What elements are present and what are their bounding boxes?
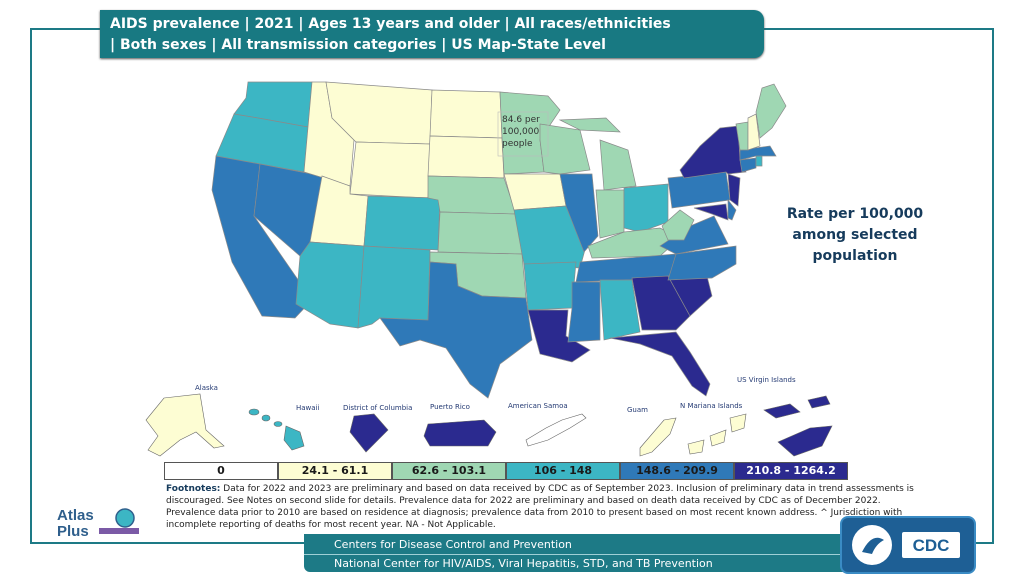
legend-bin-2: 62.6 - 103.1 <box>392 462 506 480</box>
state-wisconsin[interactable] <box>539 123 591 175</box>
svg-text:Atlas: Atlas <box>57 507 94 524</box>
state-west-virginia[interactable] <box>661 209 695 241</box>
guam-shape[interactable] <box>639 417 677 457</box>
callout-box <box>497 111 549 157</box>
title-line-2: | Both sexes | All transmission categori… <box>110 37 606 53</box>
puerto-rico-shape[interactable] <box>423 419 497 447</box>
state-south-dakota[interactable] <box>427 135 505 179</box>
footnotes-text: Data for 2022 and 2023 are preliminary a… <box>166 484 914 530</box>
state-florida[interactable] <box>609 331 711 397</box>
us-virgin-islands-shape[interactable] <box>763 395 833 457</box>
state-wyoming[interactable] <box>349 141 431 199</box>
state-new-mexico[interactable] <box>357 245 431 329</box>
footnotes: Footnotes: Data for 2022 and 2023 are pr… <box>166 483 914 531</box>
hawaii-shape[interactable] <box>248 408 305 451</box>
state-arkansas[interactable] <box>523 261 577 311</box>
n-mariana-shape[interactable] <box>687 413 747 455</box>
label-us-virgin-islands: US Virgin Islands <box>737 376 796 384</box>
footnotes-label: Footnotes: <box>166 484 221 494</box>
hhs-eagle-icon: CDC <box>852 525 960 565</box>
svg-text:CDC: CDC <box>913 536 950 555</box>
state-arizona[interactable] <box>295 241 365 329</box>
state-connecticut[interactable] <box>739 157 757 173</box>
state-kansas[interactable] <box>437 211 523 255</box>
state-ohio[interactable] <box>623 183 669 233</box>
legend-bin-5: 210.8 - 1264.2 <box>734 462 848 480</box>
label-puerto-rico: Puerto Rico <box>430 403 470 411</box>
state-michigan[interactable] <box>558 117 637 191</box>
label-n-mariana: N Mariana Islands <box>680 402 743 410</box>
state-rhode-island[interactable] <box>755 155 763 167</box>
state-illinois[interactable] <box>559 173 599 253</box>
title-line-1: AIDS prevalence | 2021 | Ages 13 years a… <box>110 16 671 32</box>
dc-shape[interactable] <box>349 413 389 453</box>
label-american-samoa: American Samoa <box>508 402 568 410</box>
state-georgia[interactable] <box>631 275 691 331</box>
atlasplus-logo[interactable]: Atlas Plus <box>55 504 145 540</box>
state-iowa[interactable] <box>503 173 567 211</box>
footer-bar: Centers for Disease Control and Preventi… <box>304 534 904 572</box>
cdc-logo[interactable]: CDC <box>840 516 976 574</box>
legend-title: Rate per 100,000 among selected populati… <box>786 206 924 264</box>
state-pennsylvania[interactable] <box>667 171 731 209</box>
legend-bin-1: 24.1 - 61.1 <box>278 462 392 480</box>
state-delaware[interactable] <box>727 199 737 221</box>
state-maryland[interactable] <box>693 203 729 221</box>
state-north-carolina[interactable] <box>667 245 737 281</box>
state-louisiana[interactable] <box>527 309 591 363</box>
state-texas[interactable] <box>379 261 533 399</box>
label-guam: Guam <box>627 406 648 414</box>
legend-bin-3: 106 - 148 <box>506 462 620 480</box>
label-dc: District of Columbia <box>343 404 413 412</box>
state-nebraska[interactable] <box>427 175 517 215</box>
label-hawaii: Hawaii <box>296 404 320 412</box>
footer-cdc-name: Centers for Disease Control and Preventi… <box>334 538 572 551</box>
legend-bin-0: 0 <box>164 462 278 480</box>
label-alaska: Alaska <box>195 384 218 392</box>
state-north-dakota[interactable] <box>429 89 503 139</box>
american-samoa-shape[interactable] <box>525 413 587 447</box>
state-new-york[interactable] <box>679 125 747 179</box>
legend-bin-4: 148.6 - 209.9 <box>620 462 734 480</box>
state-mississippi[interactable] <box>567 281 601 343</box>
state-alabama[interactable] <box>599 279 641 341</box>
state-new-hampshire[interactable] <box>747 113 761 151</box>
minnesota-callout: 84.6 per 100,000 people <box>502 115 540 149</box>
footer-center-name: National Center for HIV/AIDS, Viral Hepa… <box>304 554 904 570</box>
page-title: AIDS prevalence | 2021 | Ages 13 years a… <box>100 10 764 58</box>
svg-text:Plus: Plus <box>57 523 89 540</box>
legend-bar: 0 24.1 - 61.1 62.6 - 103.1 106 - 148 148… <box>164 462 848 480</box>
state-new-jersey[interactable] <box>727 173 741 207</box>
state-colorado[interactable] <box>363 195 441 251</box>
state-indiana[interactable] <box>595 189 625 239</box>
alaska-shape[interactable] <box>145 393 225 457</box>
state-maine[interactable] <box>755 83 787 139</box>
